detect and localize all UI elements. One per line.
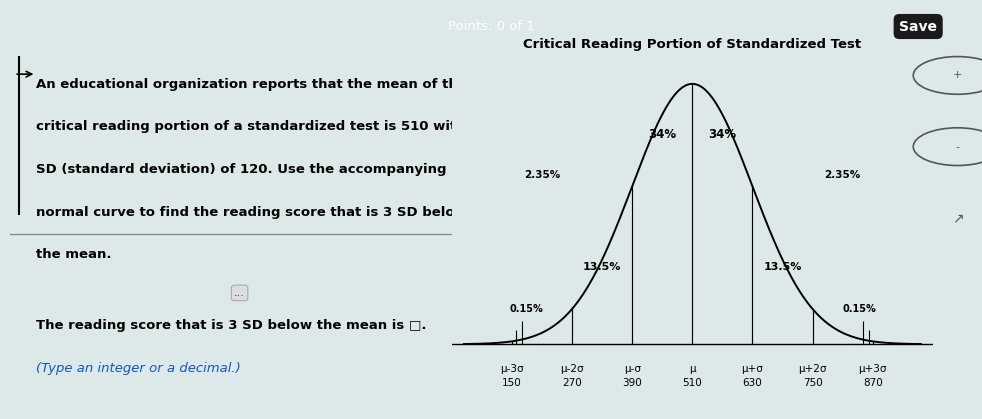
Title: Critical Reading Portion of Standardized Test: Critical Reading Portion of Standardized… — [523, 38, 861, 51]
Text: critical reading portion of a standardized test is 510 with a: critical reading portion of a standardiz… — [36, 121, 479, 134]
Text: 870: 870 — [863, 378, 883, 388]
Text: Points: 0 of 1: Points: 0 of 1 — [448, 20, 534, 33]
Text: μ-σ: μ-σ — [624, 364, 640, 374]
Text: SD (standard deviation) of 120. Use the accompanying: SD (standard deviation) of 120. Use the … — [36, 163, 447, 176]
Text: -: - — [955, 142, 959, 152]
Text: μ+σ: μ+σ — [741, 364, 763, 374]
Text: 510: 510 — [682, 378, 702, 388]
Text: 630: 630 — [742, 378, 762, 388]
Text: ...: ... — [234, 288, 246, 298]
Text: The reading score that is 3 SD below the mean is □.: The reading score that is 3 SD below the… — [36, 319, 427, 332]
Text: 13.5%: 13.5% — [583, 262, 622, 272]
Text: μ-2σ: μ-2σ — [560, 364, 584, 374]
Text: An educational organization reports that the mean of the: An educational organization reports that… — [36, 78, 467, 91]
Text: (Type an integer or a decimal.): (Type an integer or a decimal.) — [36, 362, 242, 375]
Text: +: + — [953, 70, 962, 80]
Text: the mean.: the mean. — [36, 248, 112, 261]
Text: 34%: 34% — [648, 128, 677, 141]
Text: 0.15%: 0.15% — [842, 305, 876, 315]
Text: 34%: 34% — [708, 128, 736, 141]
Text: μ-3σ: μ-3σ — [500, 364, 523, 374]
Text: 2.35%: 2.35% — [825, 170, 861, 180]
Text: 150: 150 — [502, 378, 521, 388]
Text: ↗: ↗ — [952, 211, 963, 225]
Text: 270: 270 — [562, 378, 582, 388]
Text: 2.35%: 2.35% — [523, 170, 560, 180]
Text: normal curve to find the reading score that is 3 SD below: normal curve to find the reading score t… — [36, 206, 467, 219]
Text: μ+3σ: μ+3σ — [858, 364, 887, 374]
Text: 13.5%: 13.5% — [763, 262, 801, 272]
Text: μ: μ — [689, 364, 695, 374]
Text: 0.15%: 0.15% — [510, 305, 543, 315]
Text: 390: 390 — [623, 378, 642, 388]
Text: Save: Save — [900, 20, 937, 34]
Text: 750: 750 — [802, 378, 823, 388]
Text: μ+2σ: μ+2σ — [798, 364, 827, 374]
